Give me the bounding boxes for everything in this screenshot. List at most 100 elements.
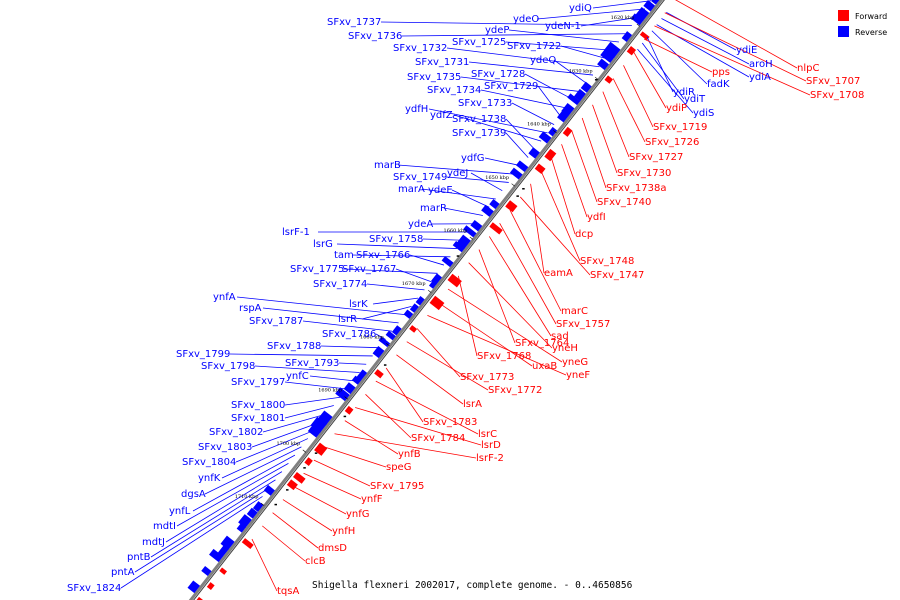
forward-gene-label: SFxv_1747 <box>590 270 644 281</box>
forward-gene-label: SFxv_1740 <box>597 197 651 208</box>
reverse-gene-feature <box>351 375 362 385</box>
small-feature-mark <box>303 467 306 469</box>
forward-gene-feature <box>314 442 328 456</box>
forward-leader-line <box>633 51 667 109</box>
label-leader-lines <box>120 0 811 592</box>
reverse-gene-label: SFxv_1733 <box>458 98 512 109</box>
forward-gene-feature <box>241 538 254 550</box>
reverse-leader-line <box>284 396 341 406</box>
reverse-leader-line <box>235 429 315 463</box>
small-feature-mark <box>456 255 460 257</box>
reverse-gene-label: ydiR <box>673 87 695 98</box>
legend-reverse-label: Reverse <box>855 28 887 37</box>
forward-gene-label: SFxv_1708 <box>810 90 864 101</box>
forward-leader-line <box>643 38 713 73</box>
reverse-gene-feature <box>187 580 201 594</box>
reverse-leader-line <box>592 0 652 9</box>
reverse-gene-label: ynfC <box>286 371 309 382</box>
forward-gene-feature <box>505 200 518 213</box>
forward-gene-label: clcB <box>305 556 326 567</box>
axis-line-shadow <box>193 0 665 600</box>
reverse-gene-label: fadK <box>707 79 730 90</box>
reverse-gene-label: SFxv_1801 <box>231 413 285 424</box>
reverse-gene-label: SFxv_1802 <box>209 427 263 438</box>
forward-leader-line <box>427 314 567 376</box>
reverse-gene-label: SFxv_1824 <box>67 583 121 594</box>
forward-gene-feature <box>429 295 445 311</box>
reverse-leader-line <box>511 102 555 125</box>
reverse-gene-label: marB <box>374 160 401 171</box>
reverse-leader-line <box>446 176 509 183</box>
reverse-gene-feature <box>246 507 258 519</box>
forward-gene-label: yneH <box>552 343 578 354</box>
reverse-gene-label: tam <box>334 250 354 261</box>
reverse-gene-label: ydiT <box>684 94 706 105</box>
forward-gene-label: SFxv_1738a <box>606 183 667 194</box>
forward-leader-line <box>437 301 533 367</box>
forward-gene-label: SFxv_1719 <box>653 122 707 133</box>
forward-gene-feature <box>409 325 418 333</box>
reverse-leader-line <box>453 114 542 142</box>
forward-leader-line <box>313 459 371 487</box>
reverse-leader-line <box>251 421 321 448</box>
reverse-gene-label: aroH <box>749 59 773 70</box>
forward-gene-label: lsrD <box>481 440 501 451</box>
reverse-gene-label: rspA <box>239 303 262 314</box>
reverse-gene-label: SFxv_1737 <box>327 17 381 28</box>
forward-gene-label: marC <box>561 306 588 317</box>
ruler-tick <box>386 343 390 347</box>
forward-gene-feature <box>374 369 384 379</box>
forward-gene-feature <box>604 75 613 84</box>
reverse-gene-feature <box>403 309 414 319</box>
reverse-gene-label: ynfK <box>198 473 221 484</box>
forward-gene-feature <box>544 148 557 162</box>
forward-gene-feature <box>219 567 228 575</box>
forward-leader-line <box>623 65 654 128</box>
reverse-leader-line <box>480 89 568 109</box>
reverse-leader-line <box>460 76 581 92</box>
reverse-gene-feature <box>415 296 425 306</box>
forward-leader-line <box>488 236 552 337</box>
forward-leader-line <box>344 420 399 455</box>
reverse-gene-label: SFxv_1803 <box>198 442 252 453</box>
reverse-gene-feature <box>548 126 558 137</box>
ruler-tick <box>511 183 515 187</box>
reverse-gene-label: SFxv_1722 <box>507 41 561 52</box>
reverse-gene-feature <box>580 81 592 93</box>
ruler-tick <box>553 130 557 134</box>
reverse-gene-label: SFxv_1738 <box>452 114 506 125</box>
reverse-leader-line <box>666 12 737 51</box>
forward-gene-label: nlpC <box>797 63 819 74</box>
reverse-gene-feature <box>217 545 229 557</box>
reverse-leader-line <box>372 297 419 305</box>
reverse-gene-label: mdtI <box>153 521 176 532</box>
ruler-tick-label: 1650 kbp <box>485 175 509 181</box>
forward-gene-label: uxaB <box>532 361 557 372</box>
ruler-ticks: 1620 kbp 1630 kbp 1640 kbp 1650 kbp 1660 kbp… <box>235 15 641 506</box>
reverse-gene-feature <box>441 256 454 268</box>
ruler-tick <box>636 23 641 27</box>
forward-gene-feature <box>447 273 462 288</box>
reverse-gene-label: ydfH <box>405 104 428 115</box>
forward-gene-label: ynfF <box>361 494 383 505</box>
ruler-tick-label: 1680 kbp <box>360 334 384 340</box>
reverse-gene-feature <box>651 0 660 5</box>
reverse-gene-label: SFxv_1725 <box>452 37 506 48</box>
forward-leader-line <box>540 170 581 262</box>
reverse-leader-line <box>505 132 529 158</box>
forward-leader-line <box>664 12 807 82</box>
reverse-leader-line <box>401 33 626 37</box>
forward-leader-line <box>509 209 562 312</box>
forward-gene-feature <box>534 163 546 175</box>
forward-leader-line <box>282 499 333 532</box>
reverse-gene-feature <box>209 548 224 563</box>
reverse-leader-line <box>484 157 522 167</box>
axis-line <box>188 0 664 600</box>
reverse-gene-feature <box>307 425 321 438</box>
reverse-gene-feature <box>509 167 523 180</box>
reverse-leader-line <box>651 30 708 85</box>
reverse-gene-feature <box>621 31 633 42</box>
forward-leader-line <box>675 0 798 69</box>
reverse-gene-feature <box>597 58 609 71</box>
